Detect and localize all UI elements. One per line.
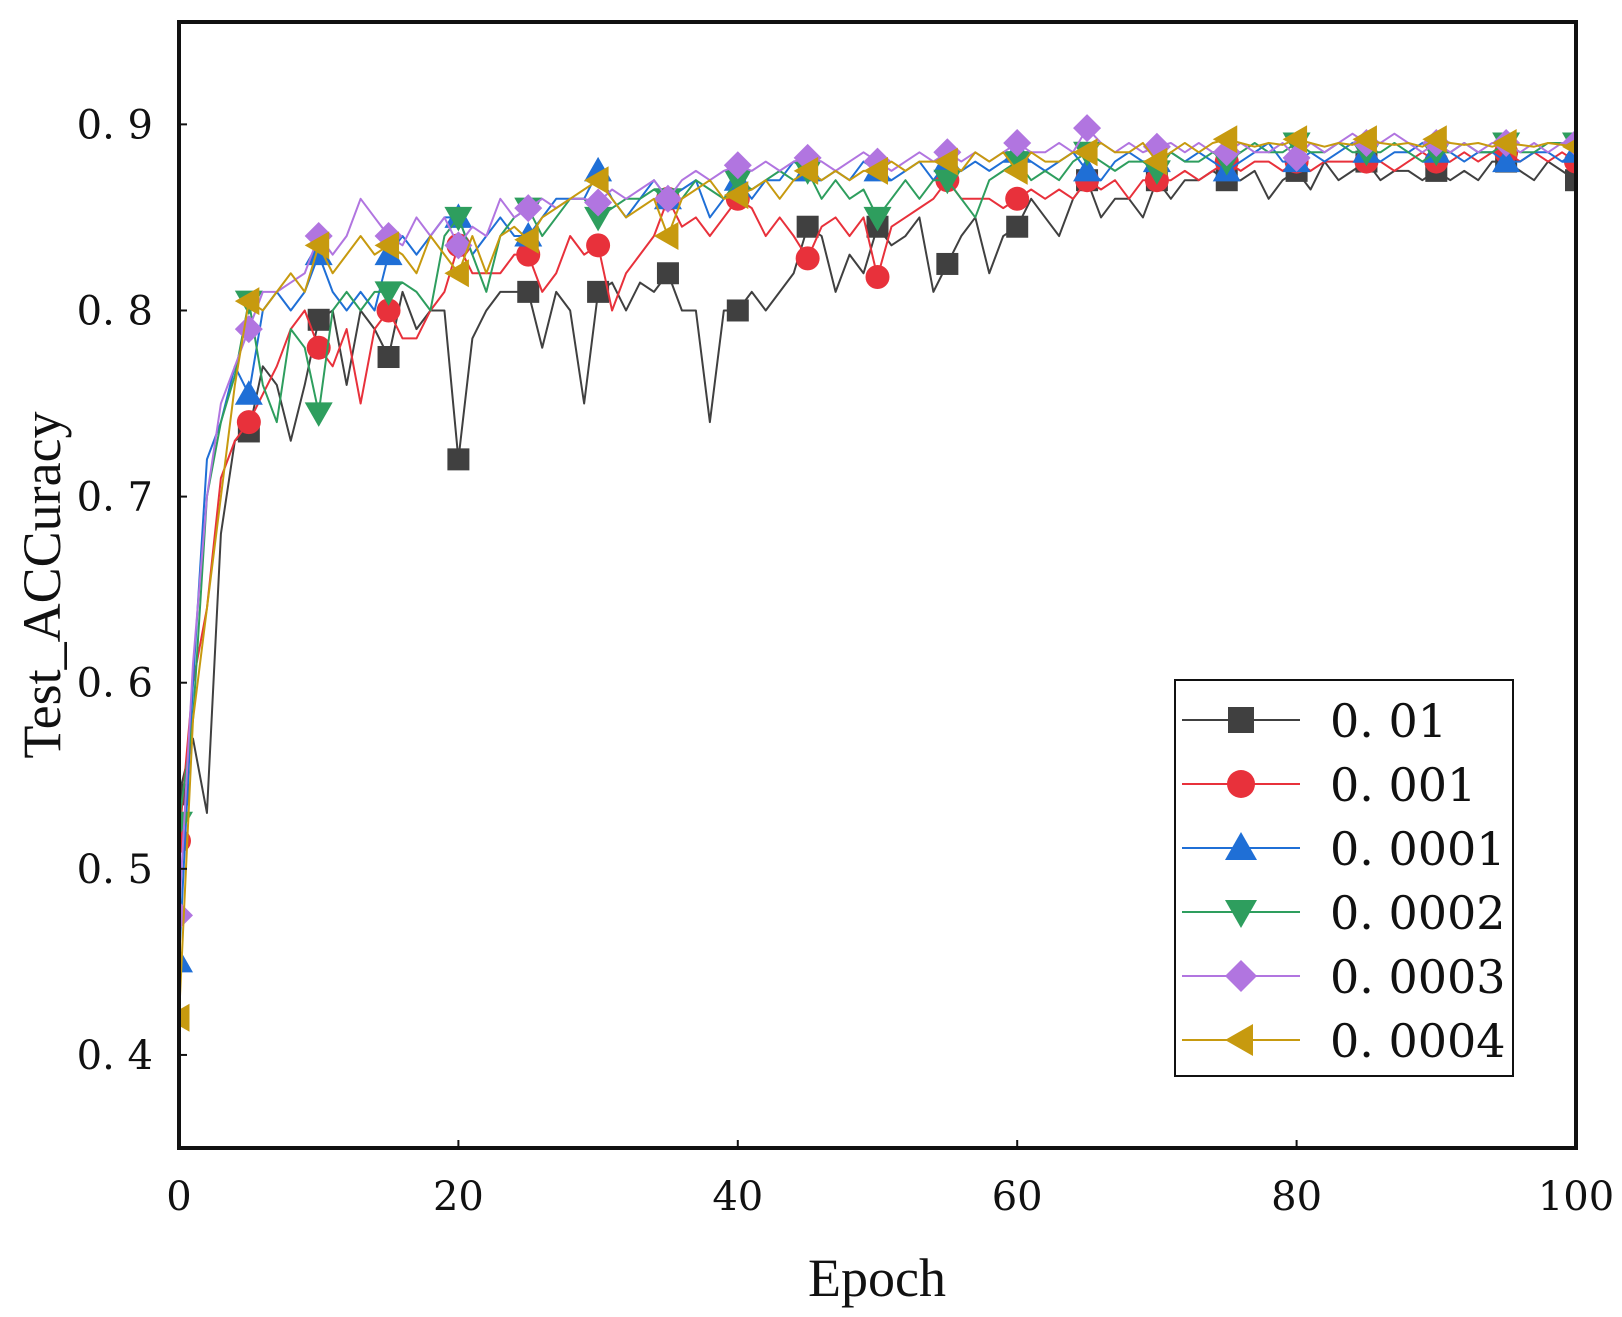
- x-tick-label: 0: [166, 1174, 191, 1220]
- series-marker: [234, 380, 263, 405]
- series-marker: [374, 231, 400, 260]
- y-axis-title: Test_ACCuracy: [12, 411, 72, 758]
- series-marker: [234, 287, 260, 316]
- series-marker: [179, 811, 193, 837]
- legend-marker: [1225, 1024, 1253, 1056]
- legend-item: 0. 0001: [1182, 822, 1506, 876]
- ticks-layer: 0 20 40 60 80 100 0. 4 0. 5 0. 6 0. 7 0. 8 0. 9: [77, 102, 1615, 1220]
- series-marker: [304, 231, 330, 260]
- series-marker: [444, 206, 473, 232]
- x-tick-label: 80: [1271, 1174, 1322, 1220]
- series-marker: [179, 1003, 190, 1032]
- series-marker: [376, 298, 401, 323]
- series-marker: [587, 280, 610, 303]
- legend-label: 0. 0004: [1330, 1014, 1506, 1068]
- plot-frame: [177, 20, 1578, 1150]
- series-marker: [1006, 215, 1029, 238]
- series-marker: [933, 169, 962, 195]
- series-marker: [586, 233, 611, 258]
- series-marker: [1003, 128, 1032, 157]
- series-marker: [723, 181, 749, 210]
- series-marker: [374, 281, 403, 306]
- y-tick-label: 0. 6: [77, 661, 153, 707]
- series-marker: [584, 206, 613, 232]
- legend-label: 0. 0002: [1330, 886, 1506, 940]
- x-axis-title: Epoch: [808, 1248, 946, 1308]
- series-layer: [179, 114, 1576, 1032]
- series-marker: [514, 194, 543, 223]
- series-marker: [1562, 138, 1576, 155]
- series-marker: [1352, 125, 1377, 154]
- series-marker: [863, 206, 892, 232]
- x-tick-label: 20: [433, 1174, 484, 1220]
- series-marker: [514, 225, 539, 254]
- x-tick-label: 60: [992, 1174, 1043, 1220]
- series-marker: [1073, 156, 1102, 182]
- y-tick-label: 0. 4: [77, 1033, 153, 1079]
- series-marker: [584, 188, 613, 217]
- y-tick-label: 0. 5: [77, 847, 153, 893]
- series-marker: [1492, 128, 1517, 157]
- series-marker: [304, 402, 333, 427]
- series-marker: [936, 252, 959, 275]
- legend-marker: [1228, 707, 1254, 733]
- legend-box: [1174, 679, 1514, 1077]
- series-marker: [517, 280, 540, 303]
- series-marker: [1282, 125, 1308, 154]
- series-marker: [307, 308, 330, 331]
- series-marker: [865, 264, 890, 289]
- series-marker: [1003, 156, 1028, 185]
- series-marker: [726, 299, 749, 322]
- series-marker: [795, 246, 820, 271]
- series-marker: [377, 346, 400, 369]
- series-marker: [179, 783, 190, 806]
- series-marker: [236, 410, 261, 435]
- x-tick-label: 100: [1538, 1174, 1614, 1220]
- legend-label: 0. 0003: [1330, 950, 1506, 1004]
- legend-item: 0. 0003: [1182, 950, 1506, 1004]
- series-marker: [1422, 125, 1447, 154]
- legend-label: 0. 001: [1330, 758, 1476, 812]
- series-marker: [1142, 147, 1168, 176]
- series-marker: [1005, 186, 1030, 211]
- y-tick-label: 0. 7: [77, 475, 153, 521]
- legend-item: 0. 001: [1182, 758, 1476, 812]
- legend-marker: [1225, 900, 1257, 928]
- series-marker: [447, 448, 470, 471]
- series-marker: [933, 147, 958, 176]
- legend-item: 0. 0004: [1182, 1014, 1506, 1068]
- legend-item: 0. 0002: [1182, 886, 1506, 940]
- legend-marker: [1227, 770, 1255, 798]
- series-marker: [306, 335, 331, 360]
- series-marker: [796, 215, 819, 238]
- series-marker: [723, 169, 752, 195]
- x-tick-label: 40: [712, 1174, 763, 1220]
- y-tick-label: 0. 8: [77, 288, 153, 334]
- legend-marker: [1225, 960, 1257, 992]
- series-marker: [793, 156, 819, 185]
- legend: 0. 01 0. 001 0. 0001 0. 0002 0. 0003 0. 0004: [1174, 679, 1514, 1077]
- series-marker: [584, 166, 609, 195]
- legend-label: 0. 01: [1330, 694, 1447, 748]
- series-marker: [653, 222, 679, 251]
- legend-marker: [1225, 832, 1257, 860]
- legend-item: 0. 01: [1182, 694, 1447, 748]
- legend-label: 0. 0001: [1330, 822, 1506, 876]
- series-marker: [1073, 138, 1098, 167]
- series-marker: [444, 259, 469, 288]
- series-marker: [1212, 125, 1238, 154]
- series-marker: [863, 156, 888, 185]
- series-marker: [656, 262, 679, 285]
- series-marker: [1565, 169, 1576, 192]
- series-marker: [1073, 114, 1102, 143]
- y-tick-label: 0. 9: [77, 102, 153, 148]
- series-marker: [723, 151, 752, 180]
- series-marker: [653, 184, 682, 213]
- series-marker: [1492, 147, 1521, 173]
- series-6: [179, 125, 1576, 1032]
- series-marker: [234, 315, 263, 344]
